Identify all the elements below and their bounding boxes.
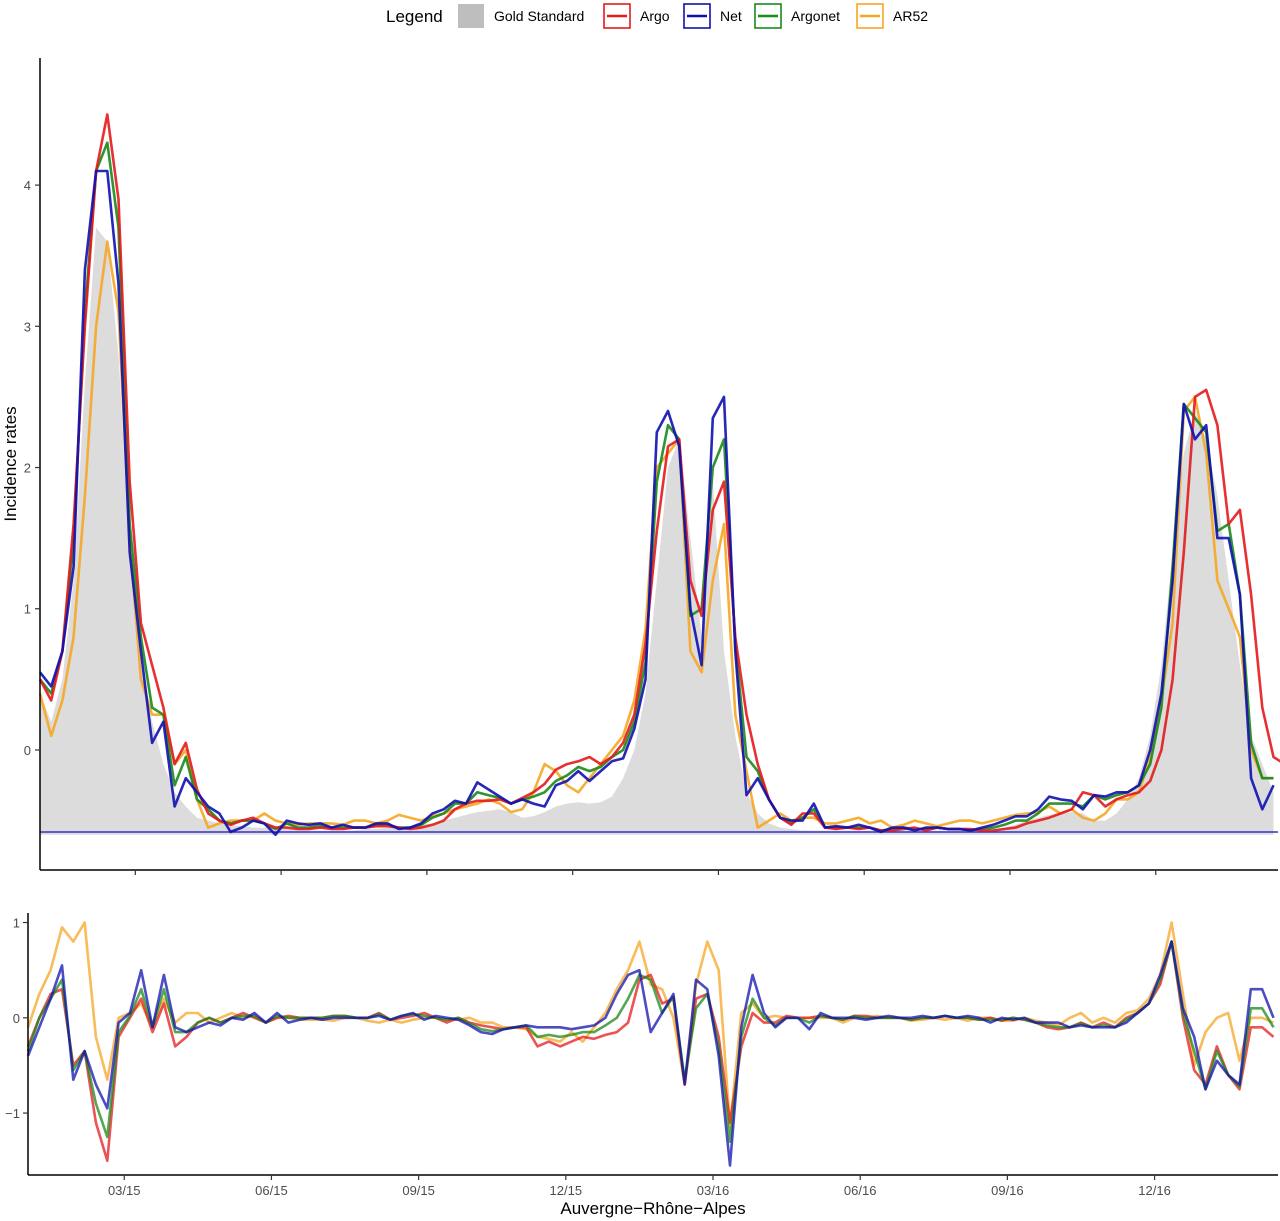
y-tick-label: 1	[24, 602, 31, 617]
legend-label: Argonet	[791, 8, 840, 24]
legend-label: Net	[720, 8, 742, 24]
legend-label: Argo	[640, 8, 670, 24]
x-axis-title: Auvergne−Rhône−Alpes	[560, 1199, 745, 1218]
bottom-panel: −1 0 1 03/15 06/15 09/15 12/15 03/16 06/16 09/16…	[5, 913, 1278, 1218]
gold-standard-area-layer	[40, 227, 1274, 835]
series-net-line	[38, 169, 1275, 837]
legend-item-gold-standard: Gold Standard	[458, 4, 584, 28]
x-tick-label: 12/16	[1138, 1183, 1171, 1198]
y-tick-label: 0	[13, 1011, 20, 1026]
legend-swatch	[458, 4, 484, 28]
legend-item-ar52: AR52	[856, 3, 928, 29]
y-tick-label: 2	[24, 461, 31, 476]
y-axis-title: Incidence rates	[1, 406, 20, 521]
bottom-lines-layer	[26, 921, 1275, 1167]
series-gold-standard-area	[40, 227, 1274, 835]
y-tick-label: 1	[13, 916, 20, 931]
error-argo-line	[26, 940, 1275, 1162]
x-tick-label: 03/15	[108, 1183, 141, 1198]
error-net-line	[26, 940, 1275, 1167]
legend-item-net: Net	[683, 3, 742, 29]
top-lines-layer	[38, 113, 1280, 837]
x-tick-label: 06/16	[844, 1183, 877, 1198]
y-tick-label: 4	[24, 178, 31, 193]
legend-item-argonet: Argonet	[754, 3, 840, 29]
y-tick-label: −1	[5, 1106, 20, 1121]
legend: Legend Gold Standard Argo Net Argonet AR52	[386, 3, 928, 29]
series-argo-line	[38, 113, 1280, 832]
x-tick-label: 09/15	[402, 1183, 435, 1198]
x-tick-label: 09/16	[991, 1183, 1024, 1198]
error-ar52-line	[26, 921, 1275, 1129]
y-tick-label: 0	[24, 743, 31, 758]
legend-label: Gold Standard	[494, 8, 584, 24]
legend-item-argo: Argo	[603, 3, 670, 29]
x-tick-label: 12/15	[550, 1183, 583, 1198]
legend-label: AR52	[893, 8, 928, 24]
x-tick-label: 03/16	[697, 1183, 730, 1198]
x-tick-label: 06/15	[255, 1183, 288, 1198]
y-tick-label: 3	[24, 319, 31, 334]
error-argonet-line	[26, 940, 1275, 1143]
top-panel: 0 1 2 3 4 Incidence rates	[1, 58, 1280, 875]
legend-title: Legend	[386, 7, 443, 26]
